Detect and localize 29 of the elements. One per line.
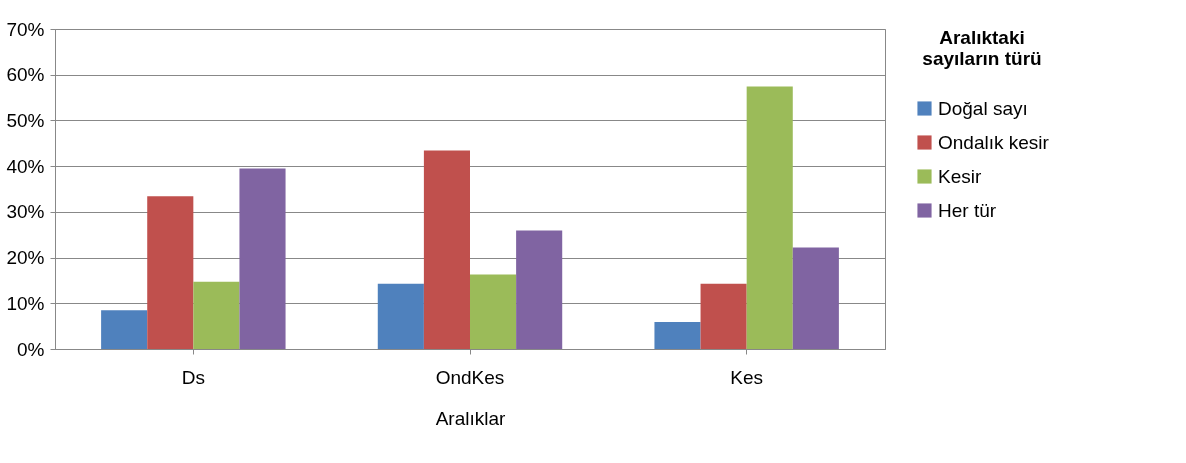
bar <box>516 230 563 349</box>
bar <box>700 283 747 349</box>
bar <box>101 310 148 349</box>
y-tick-label: 30% <box>6 201 45 223</box>
bar <box>193 281 240 349</box>
y-tick-label: 20% <box>6 247 45 269</box>
bar <box>470 274 517 349</box>
bar <box>377 283 424 349</box>
y-tick-label: 70% <box>6 18 45 40</box>
bar <box>746 86 793 349</box>
x-tick-label: Ds <box>181 366 205 388</box>
bar <box>654 322 701 349</box>
legend-label: Ondalık kesir <box>938 131 1050 153</box>
bar <box>147 196 194 349</box>
x-tick-label: Kes <box>730 366 764 388</box>
bar <box>423 150 470 349</box>
legend-title: Aralıktaki sayıların türü <box>922 27 1042 69</box>
x-tick-label: OndKes <box>435 366 505 388</box>
legend-label: Kesir <box>938 165 982 187</box>
bar <box>792 247 839 349</box>
legend-label: Her tür <box>938 199 997 221</box>
y-tick-label: 0% <box>17 338 45 360</box>
y-tick-label: 10% <box>6 292 45 314</box>
y-tick-label: 40% <box>6 155 45 177</box>
bar <box>239 168 286 349</box>
y-tick-label: 60% <box>6 64 45 86</box>
y-tick-label: 50% <box>6 109 45 131</box>
legend-label: Doğal sayı <box>938 97 1028 119</box>
x-axis-title: Aralıklar <box>435 407 507 429</box>
